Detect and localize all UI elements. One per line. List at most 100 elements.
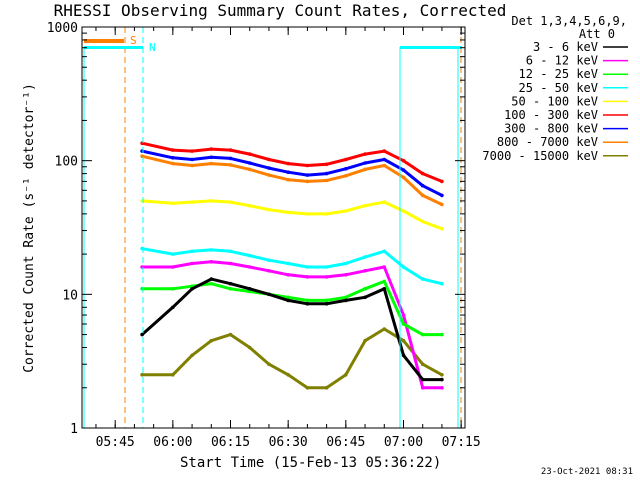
saa-label: S [130, 34, 137, 47]
legend-label: 100 - 300 keV [504, 108, 598, 122]
data-point [247, 167, 252, 172]
data-point [440, 202, 444, 207]
x-axis-label: Start Time (15-Feb-13 05:36:22) [180, 455, 441, 471]
data-point [190, 353, 194, 358]
data-point [440, 226, 444, 231]
data-point [305, 179, 310, 184]
data-point [209, 161, 214, 166]
data-point [286, 373, 291, 377]
data-point [363, 167, 367, 172]
data-point [420, 171, 425, 176]
data-point [363, 161, 367, 165]
data-point [324, 212, 329, 216]
footer-timestamp: 23-Oct-2021 08:31 [541, 467, 633, 477]
data-point [190, 157, 194, 162]
series-line [142, 260, 442, 390]
data-point [209, 199, 214, 203]
data-point [286, 177, 291, 182]
data-point [382, 149, 387, 153]
legend-label: 3 - 6 keV [533, 40, 598, 54]
data-point [267, 173, 271, 177]
series-line [141, 149, 443, 197]
data-point [382, 249, 387, 254]
data-point [401, 265, 406, 269]
data-point [324, 171, 329, 176]
data-point [140, 373, 144, 377]
data-point [171, 373, 175, 377]
x-tick-label: 07:00 [384, 435, 423, 450]
data-point [401, 313, 406, 317]
data-point [305, 302, 310, 306]
data-point [286, 170, 291, 174]
data-point [190, 261, 194, 266]
x-tick-label: 06:45 [326, 435, 365, 450]
data-point [228, 163, 233, 167]
data-point [209, 155, 214, 160]
data-point [267, 157, 271, 162]
data-point [247, 152, 252, 156]
data-point [228, 148, 233, 152]
data-point [324, 386, 329, 390]
data-point [344, 295, 348, 300]
plot-frame [81, 26, 466, 429]
x-tick-label: 06:00 [153, 435, 192, 450]
data-point [209, 260, 214, 264]
data-point [267, 362, 271, 367]
data-point [344, 261, 348, 266]
x-tick-label: 07:15 [442, 435, 481, 450]
data-point [267, 207, 271, 212]
data-point [305, 265, 310, 269]
data-point [247, 253, 252, 258]
data-point [344, 157, 348, 162]
data-point [382, 200, 387, 204]
data-point [401, 175, 406, 180]
data-point [228, 287, 233, 291]
data-point [440, 373, 444, 377]
data-point [324, 302, 329, 306]
data-point [305, 386, 310, 390]
data-point [190, 200, 194, 204]
data-point [267, 269, 271, 273]
data-point [228, 281, 233, 286]
data-point [420, 219, 425, 224]
y-tick-label: 1 [70, 422, 78, 437]
legend-label: 25 - 50 keV [519, 81, 598, 95]
data-point [344, 373, 348, 377]
data-point [382, 287, 387, 291]
data-point [382, 327, 387, 331]
data-point [228, 332, 233, 337]
data-point [305, 298, 310, 303]
x-tick-label: 06:15 [211, 435, 250, 450]
data-point [286, 161, 291, 166]
legend-header-line-2: Att 0 [579, 27, 615, 41]
data-point [247, 345, 252, 350]
data-point [324, 178, 329, 183]
legend-label: 50 - 100 keV [511, 94, 598, 108]
series-line [142, 327, 443, 390]
data-point [420, 277, 425, 281]
legend-label: 6 - 12 keV [526, 54, 598, 68]
data-point [363, 203, 367, 208]
data-point [382, 279, 387, 284]
legend-label: 7000 - 15000 keV [482, 149, 598, 163]
data-point [440, 179, 444, 184]
legend-label: 12 - 25 keV [519, 67, 598, 81]
y-axis-label: Corrected Count Rate (s⁻¹ detector⁻¹) [22, 83, 37, 373]
data-point [344, 273, 348, 277]
data-point [440, 377, 444, 382]
data-point [171, 201, 175, 206]
data-point [401, 168, 406, 172]
data-point [228, 200, 233, 204]
data-point [363, 269, 367, 273]
data-point [209, 338, 214, 343]
data-point [171, 287, 175, 291]
data-point [363, 287, 367, 291]
data-point [267, 258, 271, 263]
data-point [209, 147, 214, 151]
data-point [440, 332, 444, 337]
night-label: N [149, 41, 156, 54]
data-point [171, 265, 175, 269]
data-point [171, 148, 175, 152]
